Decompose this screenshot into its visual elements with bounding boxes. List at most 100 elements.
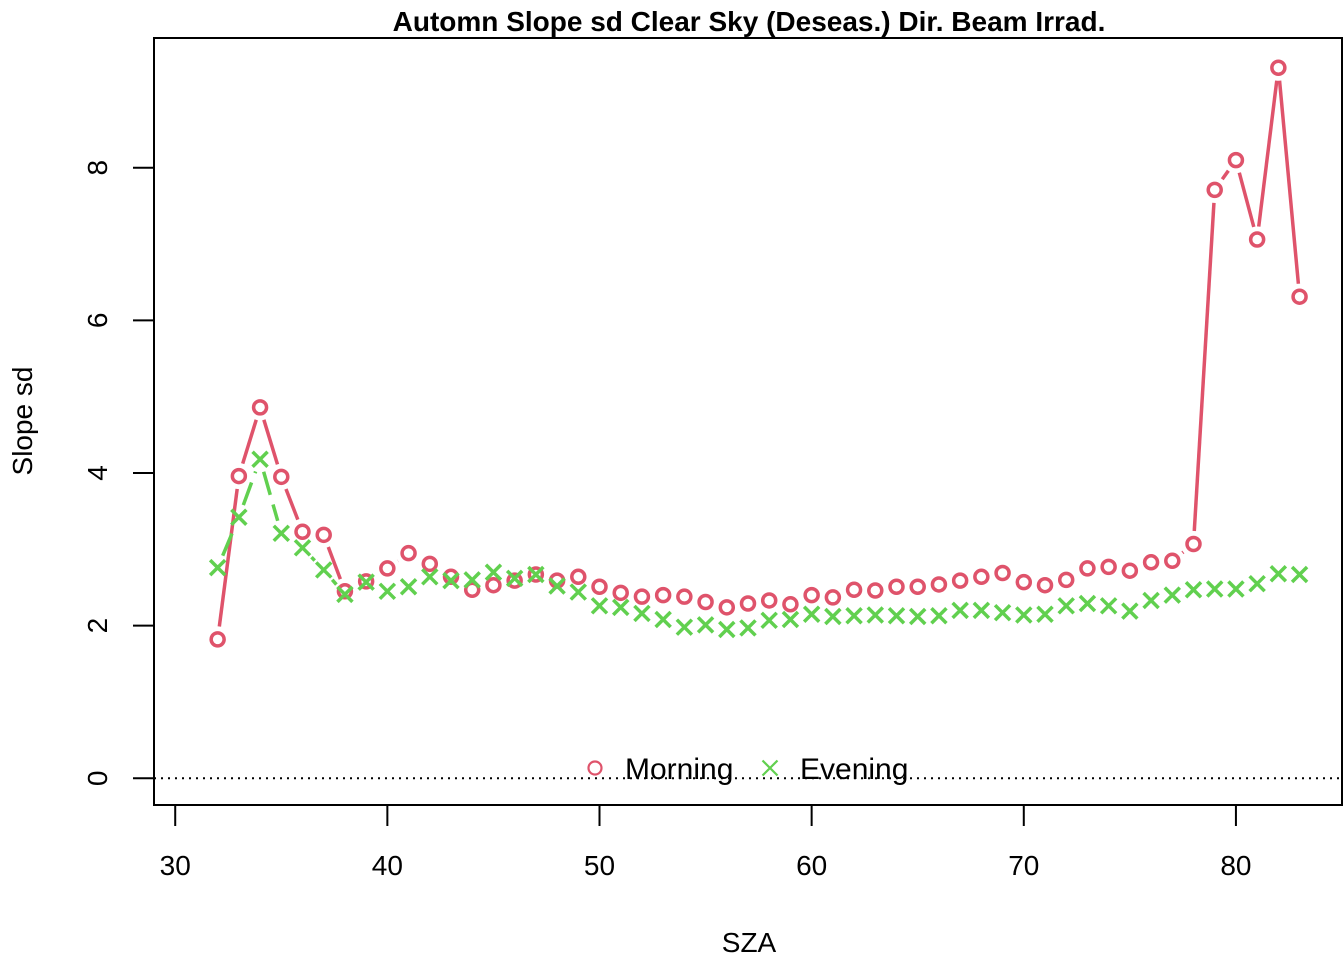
series-line-segment: [241, 470, 258, 506]
data-point: [1185, 535, 1202, 553]
data-point: [739, 619, 757, 637]
y-tick-label: 8: [82, 160, 113, 176]
legend: Morning Evening: [587, 753, 908, 786]
data-point: [951, 572, 969, 589]
data-point: [1248, 574, 1266, 593]
data-point: [633, 604, 651, 623]
data-point: [909, 578, 926, 595]
data-point: [908, 607, 927, 626]
data-point: [442, 568, 460, 586]
x-tick-label: 30: [160, 850, 191, 881]
data-point: [930, 576, 948, 593]
data-point: [209, 631, 226, 648]
series-line-segment: [262, 419, 280, 465]
data-point: [527, 566, 545, 583]
data-point: [824, 607, 842, 626]
x-tick-label: 60: [796, 850, 827, 881]
data-point: [590, 597, 609, 615]
data-point: [378, 582, 397, 601]
data-point: [1036, 576, 1054, 594]
data-point: [1270, 59, 1287, 77]
legend-label-evening: Evening: [800, 753, 908, 786]
data-point: [1164, 552, 1181, 570]
data-point: [251, 399, 269, 416]
data-point: [357, 573, 375, 591]
data-point: [654, 586, 672, 604]
data-point: [591, 578, 608, 595]
y-tick-label: 4: [82, 465, 113, 481]
series-layer: [208, 59, 1309, 648]
data-point: [1036, 605, 1054, 623]
data-point: [208, 558, 227, 577]
data-point: [485, 576, 502, 594]
x-axis: 30 40 50 60 70 80: [160, 804, 1252, 881]
data-point: [1057, 597, 1075, 615]
data-point: [845, 581, 863, 599]
data-point: [718, 620, 736, 639]
data-point: [1015, 606, 1033, 624]
data-point: [1100, 558, 1117, 576]
data-point: [1205, 580, 1224, 598]
data-point: [845, 606, 863, 625]
data-point: [1269, 565, 1288, 583]
data-point: [421, 555, 439, 573]
data-point: [357, 573, 375, 590]
data-point: [484, 563, 503, 581]
series-line-segment: [1192, 202, 1216, 532]
data-point: [463, 581, 481, 599]
y-axis: 0 2 4 6 8: [82, 160, 155, 786]
data-point: [336, 583, 354, 600]
data-point: [994, 564, 1011, 582]
y-axis-label: Slope sd: [7, 367, 38, 476]
series-line-segment: [326, 546, 342, 580]
data-point: [1079, 560, 1096, 577]
series-line-segment: [1257, 80, 1279, 227]
data-point: [802, 605, 821, 623]
data-point: [251, 450, 269, 469]
data-point: [570, 568, 587, 586]
data-point: [273, 468, 290, 486]
data-point: [633, 588, 651, 605]
data-point: [993, 603, 1012, 622]
data-point: [230, 508, 248, 527]
data-point: [972, 601, 991, 620]
data-point: [930, 606, 948, 625]
series-line-segment: [284, 488, 300, 521]
data-point: [272, 524, 291, 543]
data-point: [294, 523, 311, 541]
series-morning: [209, 59, 1308, 648]
data-point: [739, 595, 757, 612]
data-point: [1227, 580, 1245, 598]
data-point: [824, 589, 842, 606]
data-point: [569, 583, 588, 601]
series-line-segment: [261, 471, 280, 522]
y-tick-label: 0: [82, 770, 113, 786]
series-line-segment: [1277, 80, 1301, 284]
series-line-segment: [310, 555, 316, 562]
data-point: [463, 571, 481, 589]
data-point: [1206, 181, 1223, 199]
data-point: [230, 467, 248, 485]
y-tick-label: 6: [82, 313, 113, 329]
data-point: [611, 598, 630, 617]
data-point: [1057, 571, 1075, 589]
data-point: [887, 606, 906, 625]
data-point: [1163, 586, 1182, 604]
data-point: [781, 610, 800, 629]
data-point: [314, 561, 333, 579]
data-point: [1078, 594, 1097, 613]
data-point: [951, 601, 969, 620]
data-point: [315, 526, 332, 544]
data-point: [760, 592, 778, 609]
data-point: [1142, 554, 1160, 571]
series-line-segment: [217, 488, 239, 627]
plot-area-frame: [153, 37, 1343, 806]
chart-title: Automn Slope sd Clear Sky (Deseas.) Dir.…: [393, 6, 1106, 37]
data-point: [1015, 573, 1033, 591]
data-point: [888, 578, 905, 595]
legend-marker-morning: [587, 760, 603, 776]
data-point: [675, 618, 694, 636]
data-point: [1227, 151, 1245, 169]
series-line-segment: [1181, 550, 1185, 555]
